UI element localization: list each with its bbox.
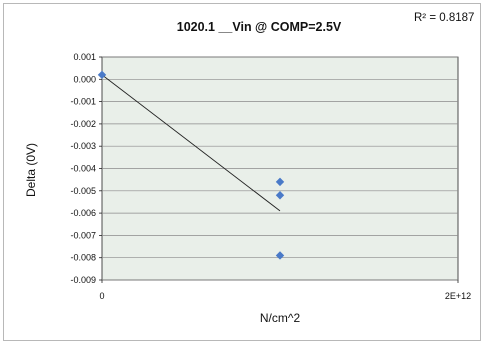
data-point — [97, 70, 107, 80]
data-point — [275, 191, 285, 200]
y-tick-label: -0.007 — [70, 230, 96, 240]
x-axis-tick-labels: 0 2E+12 — [99, 280, 471, 301]
y-tick-label: -0.002 — [70, 119, 96, 129]
trendline-layer — [101, 74, 281, 212]
y-tick-label: 0.000 — [73, 74, 96, 84]
y-tick-label: -0.006 — [70, 208, 96, 218]
chart-title: 1020.1 __Vin @ COMP=2.5V — [177, 20, 342, 34]
y-tick-label: -0.008 — [70, 253, 96, 263]
y-tick-label: -0.004 — [70, 164, 96, 174]
y-axis-tick-labels: 0.001 0.000 -0.001 -0.002 -0.003 -0.004 -0.005… — [70, 52, 102, 285]
y-tick-label: 0.001 — [73, 52, 96, 62]
x-tick-label: 0 — [99, 291, 104, 301]
r-squared-annotation: R² = 0.8187 — [414, 12, 474, 24]
x-axis-title: N/cm^2 — [260, 311, 301, 325]
y-axis-title: Delta (0V) — [24, 143, 38, 197]
y-tick-label: -0.005 — [70, 186, 96, 196]
x-tick-label: 2E+12 — [445, 291, 471, 301]
trendline — [101, 74, 281, 212]
data-points — [97, 70, 285, 260]
data-point — [275, 251, 285, 260]
y-tick-label: -0.009 — [70, 275, 96, 285]
data-point — [275, 177, 285, 187]
y-tick-label: -0.003 — [70, 141, 96, 151]
y-tick-label: -0.001 — [70, 97, 96, 107]
